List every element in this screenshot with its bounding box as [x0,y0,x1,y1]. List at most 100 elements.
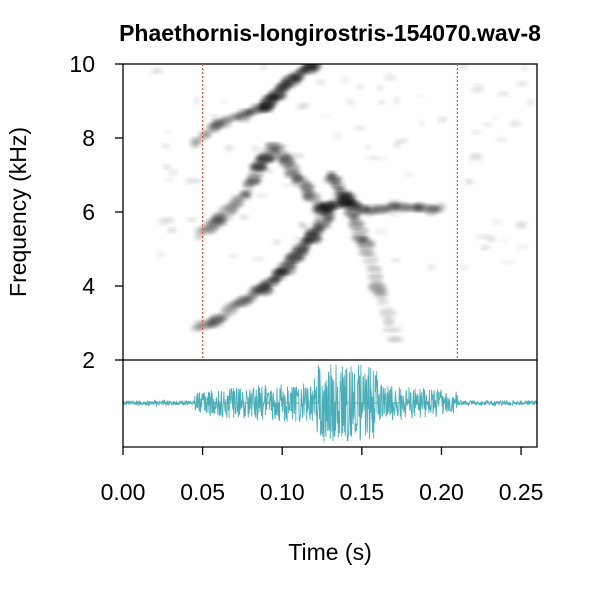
y-tick-label: 4 [82,273,95,299]
spectrogram-speckle [481,123,494,127]
spectrogram-speckle [193,97,201,104]
y-axis-label: Frequency (kHz) [5,127,31,297]
spectrogram-speckle [526,99,535,106]
chart-title: Phaethornis-longirostris-154070.wav-8 [119,20,541,46]
spectrogram-speckle [390,258,401,263]
x-axis: 0.00 0.05 0.10 0.15 0.20 0.25 [101,447,544,505]
spectrogram-speckle [164,217,175,224]
waveform-panel [123,364,537,442]
spectrogram-blob [366,266,383,272]
spectrogram-speckle [320,114,332,119]
spectrogram-speckle [331,193,344,199]
spectrogram-speckle [254,192,268,198]
spectrogram-speckle [377,156,387,162]
spectrogram-blob [248,170,265,177]
spectrogram-speckle [367,156,379,160]
spectrogram-blob [194,232,205,240]
spectrogram-blob [362,254,379,266]
x-tick-label: 0.15 [339,479,384,505]
spectrogram-speckle [363,211,373,216]
spectrogram-speckle [501,260,515,265]
spectrogram-speckle [346,98,354,106]
spectrogram-blob [344,200,355,206]
spectrogram-speckle [265,168,275,175]
spectrogram-blob [368,281,384,290]
spectrogram-speckle [397,138,409,143]
spectrogram-speckle [224,144,234,152]
y-tick-label: 10 [69,51,95,77]
spectrogram-speckle [437,116,448,123]
spectrogram-speckle [333,132,343,140]
spectrogram-speckle [497,91,510,96]
x-tick-label: 0.05 [180,479,225,505]
spectrogram-trace-3 [324,171,404,343]
spectrogram-speckle [164,129,172,135]
spectrogram-blob [367,273,384,281]
spectrogram-blob [383,318,395,326]
waveform-frame [122,360,538,448]
spectrogram-speckle [352,232,364,239]
spectrogram-speckle [150,68,164,74]
spectrogram-speckle [533,64,537,68]
spectrogram-speckle [316,79,326,86]
spectrogram-speckle [291,237,304,241]
spectrogram-blob [246,175,262,184]
spectrogram-speckle [365,144,371,149]
spectrogram-speckle [470,130,482,135]
spectrogram-blob [239,190,252,197]
spectrogram-speckle [485,235,496,242]
spectrogram-blob [348,214,360,222]
spectrogram-speckle [162,144,171,149]
spectrogram-speckle [469,153,483,161]
spectrogram-speckle [283,183,291,188]
spectrogram-speckle [471,84,485,89]
spectrogram-speckle [520,65,528,72]
spectrogram-speckle [356,85,364,89]
spectrogram-speckle [251,146,261,152]
spectrogram-speckle [186,217,198,222]
spectrogram-speckle [393,97,401,104]
spectrogram-blob [300,182,315,193]
spectrogram-speckle [517,244,530,250]
spectrogram-speckle [168,169,178,177]
x-axis-label: Time (s) [288,539,371,565]
spectrogram-speckle [499,238,508,242]
spectrogram-speckle [259,65,268,70]
spectrogram-blob [303,192,322,202]
spectrogram-speckle [156,251,166,258]
spectrogram-blob [257,153,275,163]
spectrogram-speckle [218,99,229,104]
spectrogram-blob [376,298,389,305]
spectrogram-blob [348,220,365,229]
selection-markers [202,64,458,360]
y-tick-label: 6 [82,199,95,225]
spectrogram-speckle [253,103,268,108]
spectrogram-blob [387,336,404,343]
spectrogram-speckle [312,202,323,209]
spectrogram-blob [305,64,322,70]
spectrogram-speckle [373,228,387,235]
spectrogram-speckle [509,120,522,127]
spectrogram-speckle [480,245,491,250]
spectrogram-speckle [464,178,474,185]
spectrogram-speckle [353,126,366,131]
spectrogram-speckle [162,164,172,170]
x-tick-label: 0.25 [499,479,544,505]
spectrogram-speckle [388,211,397,216]
spectrogram-speckle [209,218,222,223]
spectrogram-speckle [393,140,401,148]
spectrogram-speckle [515,81,528,87]
spectrogram-blob [356,239,376,250]
spectrogram-speckle [228,254,238,258]
spectrogram-blob [350,228,370,233]
spectrogram-speckle [383,74,397,81]
spectrogram-blob [202,130,213,137]
y-tick-label: 2 [82,347,95,373]
spectrogram-blob [434,202,446,213]
spectrogram-speckle [222,114,233,122]
spectrogram-speckle [490,219,503,226]
spectrogram-blob [344,207,363,218]
spectrogram-speckle [338,76,351,84]
spectrogram-speckle [195,179,203,183]
spectrogram-panel [150,64,537,343]
